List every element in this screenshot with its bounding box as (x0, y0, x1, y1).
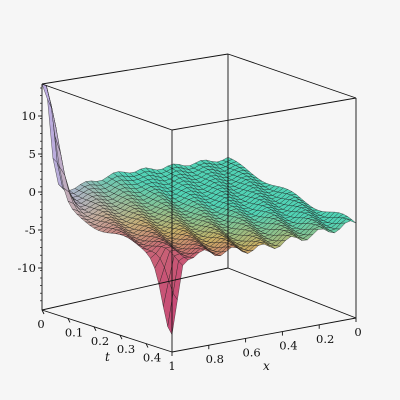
t-axis-label: t (105, 350, 110, 364)
x-axis-label: x (263, 359, 270, 373)
surface-patch (167, 292, 178, 336)
t-tick-label: 0 (37, 317, 44, 331)
z-tick-label: 0 (29, 185, 36, 199)
t-tick-label: 0.1 (65, 325, 83, 339)
x-tick-label: 0.6 (242, 345, 260, 359)
t-tick-mark (145, 343, 149, 348)
x-tick-label: 0.8 (206, 352, 224, 366)
t-tick-mark (67, 318, 71, 323)
z-tick-label: -5 (25, 223, 36, 237)
t-tick-mark (41, 309, 45, 315)
x-tick-label: 1 (168, 359, 175, 373)
t-tick-mark (119, 334, 123, 340)
surface-mesh (41, 83, 357, 336)
t-tick-label: 0.2 (91, 334, 109, 348)
t-tick-label: 0.3 (117, 342, 135, 356)
t-tick-mark (93, 326, 97, 332)
bounding-box (41, 53, 357, 353)
t-axis: 0 0.1 0.2 0.3 0.4 (37, 309, 161, 365)
t-tick-label: 0.4 (143, 351, 161, 365)
x-tick-label: 0.4 (279, 339, 297, 353)
x-tick-label: 0.2 (316, 332, 334, 346)
z-tick-label: 5 (29, 147, 36, 161)
z-tick-label: -10 (17, 261, 36, 275)
z-tick-label: 10 (21, 109, 36, 123)
x-tick-label: 0 (354, 325, 361, 339)
z-axis: 10 5 0 -5 -10 (17, 87, 42, 302)
x-axis: 0 0.2 0.4 0.6 0.8 1 (168, 318, 362, 373)
